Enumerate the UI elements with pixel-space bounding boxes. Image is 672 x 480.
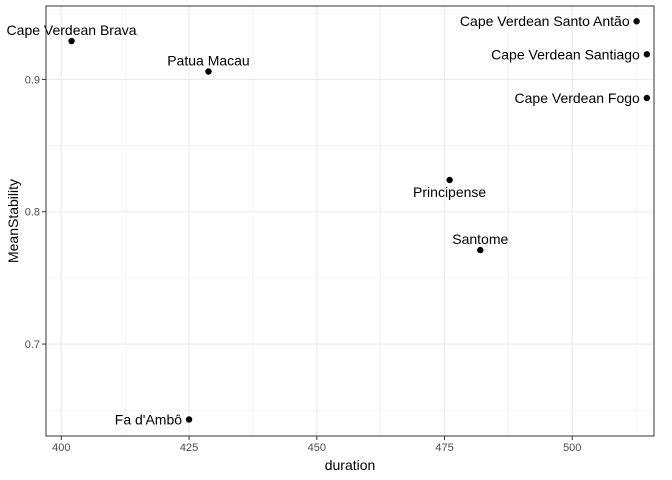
y-tick-label: 0.7 xyxy=(25,339,40,351)
point-labels: Cape Verdean Brava Patua Macau Cape Verdea… xyxy=(7,13,640,427)
x-axis-title: duration xyxy=(325,457,376,473)
panel-border xyxy=(45,5,655,437)
point-label: Cape Verdean Brava xyxy=(7,22,137,38)
point-label: Santome xyxy=(452,231,508,247)
x-tick-label: 450 xyxy=(308,442,326,454)
data-point xyxy=(68,37,75,45)
x-axis: 400 425 450 475 500 xyxy=(52,436,581,454)
point-label: Cape Verdean Fogo xyxy=(515,90,641,106)
point-label: Principense xyxy=(413,184,486,200)
x-tick-label: 400 xyxy=(52,442,70,454)
y-tick-label: 0.8 xyxy=(25,207,40,219)
point-label: Cape Verdean Santiago xyxy=(491,46,640,62)
data-points xyxy=(68,18,651,423)
y-axis-title: MeanStability xyxy=(5,179,21,263)
y-tick-label: 0.9 xyxy=(25,74,40,86)
data-point xyxy=(446,176,453,184)
point-label: Cape Verdean Santo Antão xyxy=(460,13,630,29)
panel-background xyxy=(46,6,654,436)
data-point xyxy=(633,18,640,25)
grid xyxy=(46,6,654,436)
point-label: Fa d'Ambô xyxy=(115,411,182,427)
data-point xyxy=(643,94,651,102)
y-axis: 0.7 0.8 0.9 xyxy=(25,74,46,351)
data-point xyxy=(643,51,651,58)
x-tick-label: 500 xyxy=(563,442,581,454)
data-point xyxy=(477,246,484,254)
data-point xyxy=(185,416,193,423)
data-point xyxy=(205,68,212,75)
x-tick-label: 425 xyxy=(180,442,198,454)
point-label: Patua Macau xyxy=(167,52,250,68)
x-tick-label: 475 xyxy=(435,442,453,454)
